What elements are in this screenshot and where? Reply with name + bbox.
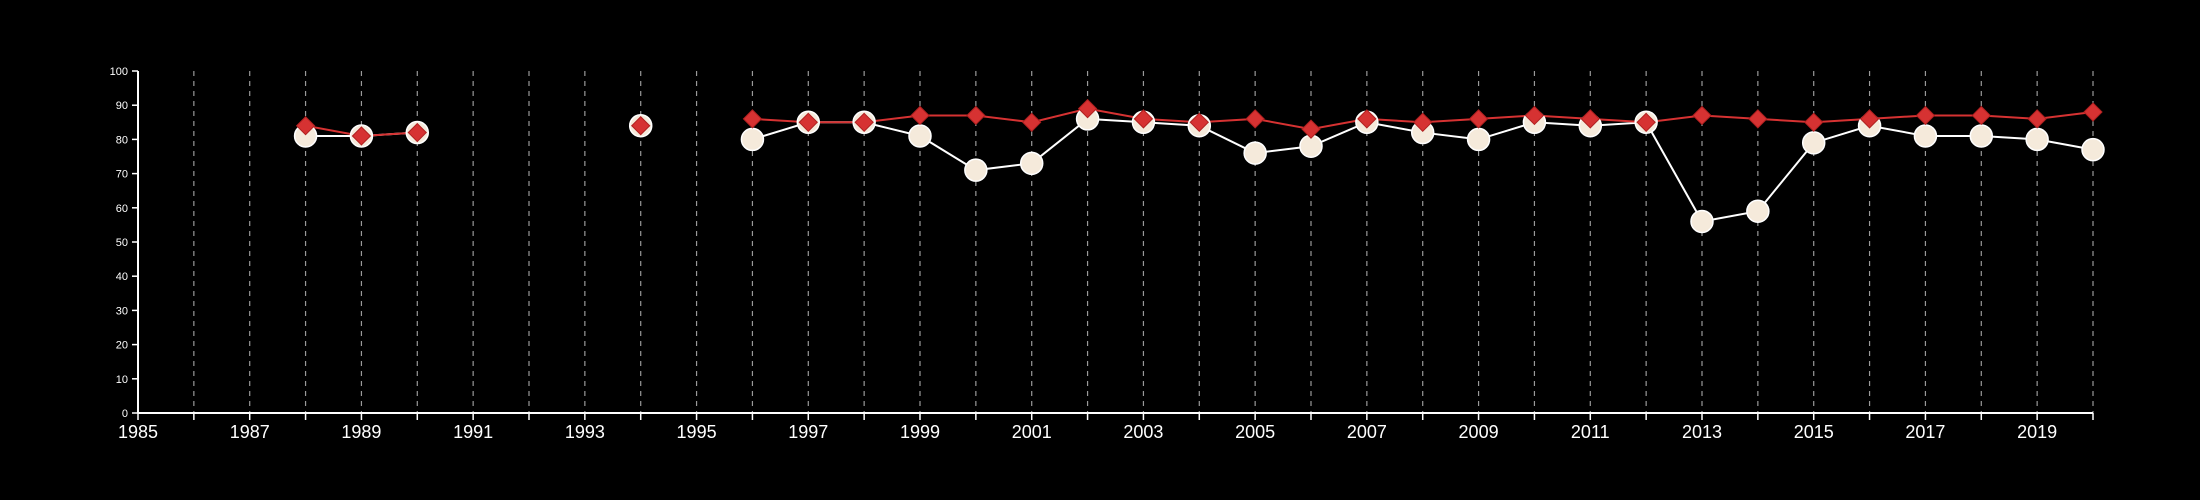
series-1-point-2014 — [1746, 199, 1770, 223]
x-tick-label-2005: 2005 — [1235, 422, 1275, 442]
series-2-point-2015 — [1804, 112, 1824, 133]
x-tick-label-2015: 2015 — [1794, 422, 1834, 442]
x-tick-label-1991: 1991 — [453, 422, 493, 442]
series-2-point-2016 — [1859, 109, 1880, 129]
series-1-point-2019 — [2025, 127, 2049, 152]
x-tick-label-2019: 2019 — [2017, 422, 2057, 442]
y-tick-label-80: 80 — [116, 134, 128, 146]
series-2-point-2020 — [2083, 102, 2103, 122]
x-tick-label-2001: 2001 — [1012, 422, 1052, 442]
series-1-point-2013 — [1690, 209, 1714, 234]
series-2-point-2002 — [1077, 98, 1098, 119]
series-2-point-2014 — [1748, 109, 1768, 129]
series-2-point-2001 — [1022, 112, 1042, 133]
y-tick-label-90: 90 — [116, 100, 128, 112]
series-2-point-2010 — [1524, 105, 1545, 126]
series-2-point-1999 — [910, 105, 930, 126]
x-tick-label-1995: 1995 — [677, 422, 717, 442]
x-tick-label-1999: 1999 — [900, 422, 940, 442]
series — [293, 98, 2105, 234]
x-tick-label-2009: 2009 — [1459, 422, 1499, 442]
series-2-point-2009 — [1468, 109, 1489, 129]
series-1-point-2000 — [964, 158, 988, 182]
series-2-point-1990 — [407, 122, 427, 143]
series-1-point-2017 — [1913, 124, 1938, 148]
series-2-point-2004 — [1189, 112, 1209, 133]
series-2-point-1996 — [742, 109, 763, 129]
series-1-point-1996 — [740, 127, 765, 152]
series-2-point-2019 — [2027, 109, 2047, 129]
x-tick-label-2011: 2011 — [1571, 422, 1610, 442]
y-tick-label-30: 30 — [116, 305, 128, 317]
series-1-point-2018 — [1969, 124, 1994, 148]
series-2-point-2011 — [1580, 109, 1600, 129]
series-2-point-1998 — [854, 112, 874, 133]
series-2-point-1994 — [631, 116, 651, 136]
y-tick-label-60: 60 — [116, 203, 128, 215]
axes: 0 10 20 30 40 50 60 70 80 90 100 1985 1987 1989 1991 19… — [110, 66, 2094, 442]
x-tick-label-2003: 2003 — [1123, 422, 1163, 442]
series-2-point-2007 — [1357, 109, 1377, 129]
series-2-point-1997 — [798, 112, 818, 133]
series-1-point-2005 — [1243, 141, 1267, 165]
series-2-point-2000 — [966, 105, 986, 126]
series-2-point-2017 — [1915, 105, 1936, 126]
series-2-point-2003 — [1133, 109, 1154, 129]
x-tick-label-1985: 1985 — [118, 422, 158, 442]
gridlines — [193, 71, 2094, 413]
series-2-point-2006 — [1301, 119, 1321, 139]
x-tick-label-1997: 1997 — [788, 422, 828, 442]
x-tick-label-1989: 1989 — [341, 422, 381, 442]
x-tick-label-1993: 1993 — [565, 422, 605, 442]
series-2-point-1988 — [295, 116, 316, 136]
series-1-point-2020 — [2081, 137, 2105, 162]
y-tick-label-0: 0 — [122, 408, 128, 420]
y-tick-label-100: 100 — [110, 66, 128, 78]
x-tick-label-1987: 1987 — [230, 422, 270, 442]
series-1-point-1999 — [908, 124, 932, 148]
series-2-point-2018 — [1971, 105, 1991, 126]
x-tick-label-2017: 2017 — [1905, 422, 1945, 442]
series-1-point-2015 — [1801, 131, 1826, 155]
y-tick-label-20: 20 — [116, 340, 128, 352]
series-2-point-2008 — [1413, 112, 1433, 133]
series-1-point-2001 — [1019, 151, 1044, 176]
y-tick-label-10: 10 — [116, 374, 128, 386]
series-2-point-1989 — [351, 126, 372, 146]
x-tick-label-2007: 2007 — [1347, 422, 1387, 442]
series-2-point-2005 — [1245, 109, 1265, 129]
y-tick-label-70: 70 — [116, 169, 128, 181]
y-tick-label-40: 40 — [116, 271, 128, 283]
x-tick-label-2013: 2013 — [1682, 422, 1722, 442]
series-2-point-2013 — [1692, 105, 1712, 126]
series-2-point-2012 — [1636, 112, 1656, 133]
y-tick-label-50: 50 — [116, 237, 128, 249]
series-1-point-2009 — [1466, 127, 1491, 152]
